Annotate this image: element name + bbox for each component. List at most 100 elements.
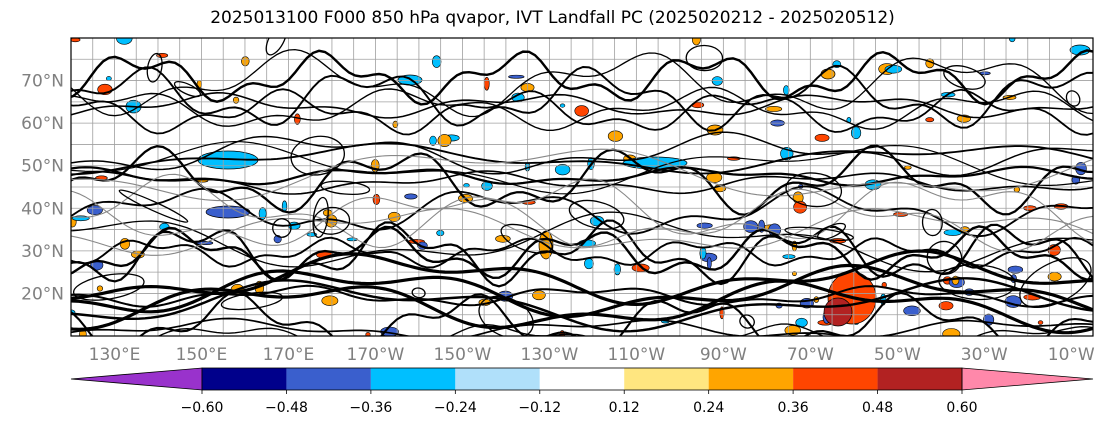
contour-loop bbox=[478, 295, 534, 336]
contour-line bbox=[71, 142, 1093, 176]
contour-line bbox=[157, 323, 1093, 336]
latitude-label: 20°N bbox=[21, 284, 64, 304]
anomaly-patch bbox=[554, 164, 571, 176]
anomaly-patch bbox=[850, 126, 862, 140]
colorbar-segment bbox=[202, 368, 287, 390]
contour-loop bbox=[312, 196, 329, 239]
contour-line bbox=[71, 131, 1093, 177]
anomaly-patch bbox=[699, 246, 707, 260]
contour-loop bbox=[817, 222, 847, 240]
colorbar-tick-label: 0.12 bbox=[609, 400, 640, 416]
longitude-label: 130°W bbox=[521, 345, 579, 365]
anomaly-patch bbox=[321, 295, 339, 306]
longitude-label: 90°W bbox=[700, 345, 747, 365]
anomaly-patch bbox=[942, 328, 961, 336]
contour-line bbox=[71, 140, 1093, 195]
contour-loop bbox=[411, 287, 426, 299]
anomaly-patch bbox=[1037, 320, 1044, 325]
anomaly-patch bbox=[613, 263, 621, 276]
latitude-label: 40°N bbox=[21, 199, 64, 219]
map-title: 2025013100 F000 850 hPa qvapor, IVT Land… bbox=[210, 8, 895, 28]
longitude-label: 150°E bbox=[176, 345, 228, 365]
anomaly-patch bbox=[938, 301, 954, 311]
colorbar-tick-label: 0.60 bbox=[946, 400, 977, 416]
latitude-label: 70°N bbox=[21, 72, 64, 92]
colorbar-segment bbox=[370, 368, 456, 390]
colorbar-segment bbox=[793, 368, 878, 390]
anomaly-patch bbox=[711, 76, 723, 86]
contour-line bbox=[71, 188, 1093, 252]
anomaly-patch bbox=[431, 55, 442, 68]
contour-loop bbox=[313, 206, 351, 235]
anomaly-patch bbox=[508, 74, 525, 79]
colorbar-segment bbox=[455, 368, 540, 390]
contour-line bbox=[71, 173, 1093, 249]
longitude-label: 10°W bbox=[1048, 345, 1095, 365]
colorbar-tick-label: −0.36 bbox=[349, 400, 392, 416]
anomaly-patch bbox=[392, 120, 399, 129]
colorbar-tick-label: 0.24 bbox=[693, 400, 724, 416]
colorbar-tick-label: 0.48 bbox=[862, 400, 893, 416]
anomaly-patch bbox=[372, 194, 381, 205]
anomaly-patch bbox=[105, 76, 112, 81]
latitude-label: 30°N bbox=[21, 242, 64, 262]
contour-line bbox=[71, 208, 1093, 256]
moisture-anomaly-fills bbox=[71, 38, 1091, 336]
contour-line bbox=[71, 284, 1093, 308]
colorbar: −0.60 −0.48 −0.36 −0.24 −0.12 0.12 0.24 0.36 0.4… bbox=[70, 367, 1094, 416]
longitude-label: 170°E bbox=[263, 345, 315, 365]
anomaly-patch bbox=[365, 332, 371, 336]
contour-loop bbox=[943, 65, 986, 90]
anomaly-patch bbox=[1047, 272, 1062, 282]
colorbar-extend-min bbox=[70, 367, 203, 391]
latitude-label: 60°N bbox=[21, 114, 64, 134]
contour-loop bbox=[926, 240, 963, 275]
contour-line bbox=[71, 144, 1093, 216]
contour-loop bbox=[173, 81, 202, 98]
contour-line bbox=[71, 211, 1093, 273]
longitude-label: 70°W bbox=[787, 345, 834, 365]
contour-loop bbox=[265, 38, 288, 56]
contour-line bbox=[71, 225, 1093, 282]
colorbar-frame bbox=[201, 367, 963, 391]
contour-loop bbox=[290, 135, 345, 176]
contour-line bbox=[71, 317, 1093, 336]
colorbar-tick-label: −0.12 bbox=[518, 400, 561, 416]
anomaly-patch bbox=[823, 297, 853, 327]
anomaly-patch bbox=[765, 105, 783, 112]
contour-loop bbox=[938, 264, 1016, 301]
map-frame bbox=[70, 37, 1094, 337]
anomaly-patch bbox=[574, 105, 589, 117]
contour-loop bbox=[568, 199, 625, 230]
anomaly-patch bbox=[232, 96, 240, 104]
colorbar-segment bbox=[624, 368, 709, 390]
contour-loop bbox=[785, 172, 843, 208]
anomaly-patch bbox=[429, 135, 437, 146]
longitude-label: 170°W bbox=[347, 345, 405, 365]
anomaly-patch bbox=[71, 38, 81, 43]
map-plot-area bbox=[70, 37, 1094, 337]
contour-line bbox=[71, 86, 1093, 131]
contour-line bbox=[71, 148, 1093, 202]
colorbar-tick-label: −0.60 bbox=[181, 400, 224, 416]
anomaly-patch bbox=[532, 290, 546, 301]
longitude-label: 150°W bbox=[434, 345, 492, 365]
contour-loop bbox=[921, 208, 943, 237]
colorbar-segment bbox=[877, 368, 962, 390]
anomaly-patch bbox=[483, 76, 490, 91]
contour-loop bbox=[118, 189, 189, 223]
colorbar-tick-label: −0.48 bbox=[265, 400, 308, 416]
contour-line bbox=[71, 88, 1093, 136]
anomaly-patch bbox=[925, 117, 935, 123]
latitude-label: 50°N bbox=[21, 157, 64, 177]
ivt-contours bbox=[71, 38, 1093, 336]
anomaly-patch bbox=[584, 258, 594, 270]
colorbar-extend-max bbox=[961, 367, 1094, 391]
anomaly-patch bbox=[691, 38, 701, 46]
contour-loop bbox=[146, 52, 163, 83]
anomaly-patch bbox=[903, 305, 921, 317]
contour-line bbox=[71, 49, 1093, 106]
anomaly-patch bbox=[404, 193, 418, 200]
contour-loop bbox=[685, 44, 724, 72]
contour-loop bbox=[72, 273, 145, 301]
